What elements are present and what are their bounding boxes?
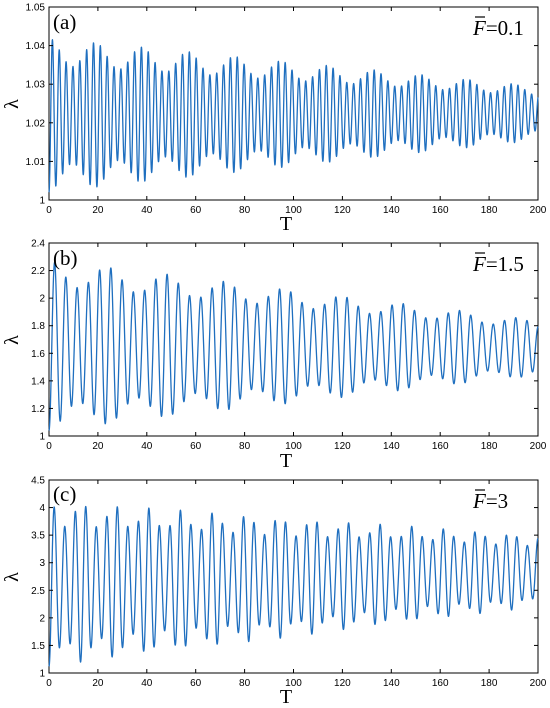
x-tick-label: 180 xyxy=(481,441,498,452)
force-annotation: F=3 xyxy=(472,489,508,513)
y-tick-label: 1.2 xyxy=(31,404,45,415)
y-tick-label: 1.01 xyxy=(26,157,46,168)
y-tick-label: 4 xyxy=(39,503,45,514)
force-value: =1.5 xyxy=(486,252,524,276)
x-tick-label: 60 xyxy=(190,678,202,689)
series-line xyxy=(48,39,539,193)
y-axis-label: λ xyxy=(1,572,23,582)
x-tick-label: 180 xyxy=(481,205,498,216)
x-tick-label: 20 xyxy=(92,441,104,452)
x-axis-label: T xyxy=(280,686,292,708)
x-tick-label: 120 xyxy=(334,205,351,216)
y-tick-label: 4.5 xyxy=(31,476,45,487)
x-tick-label: 60 xyxy=(190,205,202,216)
force-symbol: F xyxy=(472,16,486,40)
panel-label: (b) xyxy=(53,246,78,270)
y-tick-label: 1.8 xyxy=(31,321,45,332)
force-symbol: F xyxy=(472,489,486,513)
y-tick-label: 2.5 xyxy=(31,586,45,597)
tick-layer: 0 20 40 60 80 100 120 140 160 180 200 1 1.5 2 2.5 3 3.5 4… xyxy=(31,476,547,690)
x-tick-label: 80 xyxy=(239,441,251,452)
series-layer xyxy=(48,505,539,667)
x-tick-label: 80 xyxy=(239,205,251,216)
y-tick-label: 2.2 xyxy=(31,266,45,277)
x-tick-label: 0 xyxy=(46,205,52,216)
x-tick-label: 200 xyxy=(530,205,547,216)
chart-panel-b: 0 20 40 60 80 100 120 140 160 180 200 1 1.2 1.4 1.6 1.8… xyxy=(1,239,547,473)
y-tick-label: 2 xyxy=(39,613,45,624)
y-tick-label: 1.4 xyxy=(31,376,45,387)
x-tick-label: 0 xyxy=(46,678,52,689)
chart-panel-c: 0 20 40 60 80 100 120 140 160 180 200 1 1.5 2 2.5 3 3.5 4… xyxy=(1,476,547,708)
y-tick-label: 1.04 xyxy=(26,41,46,52)
x-axis-label: T xyxy=(280,450,292,472)
x-tick-label: 140 xyxy=(383,441,400,452)
x-tick-label: 140 xyxy=(383,205,400,216)
force-annotation: F=0.1 xyxy=(472,16,524,40)
series-layer xyxy=(48,39,539,193)
y-tick-label: 1.02 xyxy=(26,118,46,129)
x-tick-label: 100 xyxy=(285,205,302,216)
y-tick-label: 3 xyxy=(39,558,45,569)
x-tick-label: 0 xyxy=(46,441,52,452)
series-layer xyxy=(48,261,539,431)
y-tick-label: 1 xyxy=(39,669,45,680)
y-tick-label: 2.4 xyxy=(31,239,45,250)
x-tick-label: 120 xyxy=(334,678,351,689)
series-line xyxy=(48,261,539,431)
y-tick-label: 1 xyxy=(39,432,45,443)
x-tick-label: 160 xyxy=(432,205,449,216)
x-tick-label: 160 xyxy=(432,441,449,452)
tick-layer: 0 20 40 60 80 100 120 140 160 180 200 1 1.2 1.4 1.6 1.8… xyxy=(31,239,547,453)
y-axis-label: λ xyxy=(1,335,23,345)
panel-label: (a) xyxy=(53,10,76,34)
x-tick-label: 20 xyxy=(92,678,104,689)
force-value: =3 xyxy=(486,489,508,513)
x-tick-label: 140 xyxy=(383,678,400,689)
x-tick-label: 40 xyxy=(141,678,153,689)
x-tick-label: 20 xyxy=(92,205,104,216)
x-tick-label: 100 xyxy=(285,441,302,452)
y-tick-label: 1.05 xyxy=(26,3,46,14)
y-tick-label: 2 xyxy=(39,294,45,305)
y-tick-label: 1 xyxy=(39,196,45,207)
x-tick-label: 80 xyxy=(239,678,251,689)
panel-label: (c) xyxy=(53,482,76,506)
y-tick-label: 1.5 xyxy=(31,641,45,652)
x-axis-label: T xyxy=(280,213,292,235)
x-tick-label: 40 xyxy=(141,441,153,452)
x-tick-label: 160 xyxy=(432,678,449,689)
y-tick-label: 1.03 xyxy=(26,80,46,91)
x-tick-label: 120 xyxy=(334,441,351,452)
tick-layer: 0 20 40 60 80 100 120 140 160 180 200 1 1.01 1.02 1.03… xyxy=(26,3,547,217)
y-axis-label: λ xyxy=(1,99,23,109)
x-tick-label: 40 xyxy=(141,205,153,216)
y-tick-label: 1.6 xyxy=(31,349,45,360)
force-annotation: F=1.5 xyxy=(472,252,524,276)
x-tick-label: 100 xyxy=(285,678,302,689)
x-tick-label: 180 xyxy=(481,678,498,689)
y-tick-label: 3.5 xyxy=(31,531,45,542)
x-tick-label: 200 xyxy=(530,678,547,689)
force-value: =0.1 xyxy=(486,16,524,40)
x-tick-label: 60 xyxy=(190,441,202,452)
series-line xyxy=(48,505,539,667)
x-tick-label: 200 xyxy=(530,441,547,452)
chart-panel-a: 0 20 40 60 80 100 120 140 160 180 200 1 1.01 1.02 1.03… xyxy=(1,3,547,236)
force-symbol: F xyxy=(472,252,486,276)
